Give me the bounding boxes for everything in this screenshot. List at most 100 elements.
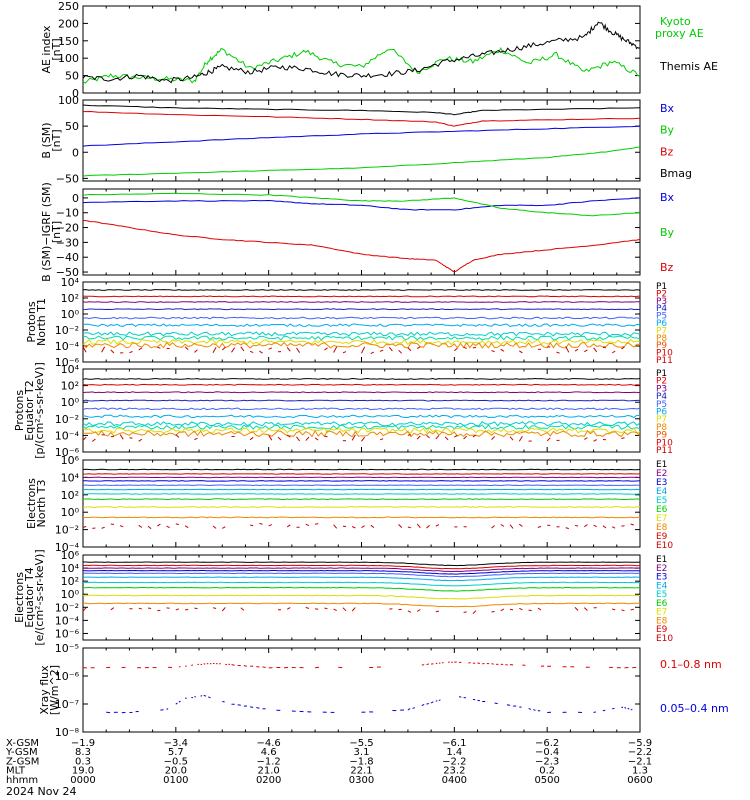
y-axis-label: [W/m^2]	[48, 665, 61, 715]
series-line-e9	[83, 505, 641, 508]
series-segment-0-1-0-8-nm	[243, 665, 248, 667]
series-segment-p11	[110, 349, 115, 354]
series-segment-p11	[621, 437, 625, 440]
legend-entry: P7	[656, 326, 667, 336]
y-tick-label: 10⁴	[61, 562, 80, 575]
y-tick-label: 10⁻²	[55, 524, 79, 537]
y-tick-label: 10⁻⁶	[55, 627, 80, 640]
series-segment-0-05-0-4-nm	[178, 700, 181, 703]
y-tick-label: 10⁶	[61, 549, 80, 562]
series-segment-e11	[472, 610, 477, 615]
series-line-e8	[83, 586, 641, 592]
series-segment-0-05-0-4-nm	[506, 704, 511, 706]
series-segment-e11	[407, 526, 412, 529]
series-segment-p11	[574, 348, 579, 352]
series-segment-p11	[194, 349, 198, 353]
series-segment-p11	[119, 434, 124, 440]
y-tick-label: 10⁰	[61, 308, 80, 321]
series-segment-e11	[351, 526, 356, 529]
series-segment-e11	[500, 524, 505, 527]
legend-entry: E5	[656, 590, 667, 600]
series-segment-p11	[463, 346, 467, 349]
y-tick-label: 10²	[61, 380, 79, 393]
series-segment-p11	[518, 435, 523, 442]
panel-frame	[82, 459, 641, 548]
row-value: −0.4	[535, 747, 559, 758]
legend-entry: 0.05–0.4 nm	[660, 702, 729, 715]
series-segment-0-05-0-4-nm	[533, 709, 536, 711]
legend-entry: E10	[656, 541, 673, 551]
series-segment-0-1-0-8-nm	[509, 664, 514, 666]
series-segment-p11	[491, 349, 495, 353]
series-line-e4	[82, 569, 641, 575]
series-segment-0-05-0-4-nm	[250, 706, 254, 708]
series-segment-e11	[333, 524, 338, 529]
series-segment-p11	[342, 351, 347, 354]
series-segment-e11	[259, 523, 263, 525]
series-segment-e11	[138, 524, 143, 528]
series-line-p3	[82, 301, 641, 303]
legend-entry: E10	[656, 634, 673, 644]
series-segment-p11	[333, 346, 338, 353]
y-axis-label: [nT]	[50, 129, 63, 151]
series-line-p4	[82, 399, 640, 402]
series-segment-0-05-0-4-nm	[624, 706, 627, 709]
series-segment-0-05-0-4-nm	[602, 709, 606, 712]
row-value: 0500	[534, 775, 559, 786]
series-segment-e11	[147, 525, 152, 530]
y-axis-label: Electrons	[25, 478, 38, 529]
series-segment-e11	[612, 608, 616, 611]
legend-entry: P9	[656, 341, 667, 351]
series-line-p5	[82, 407, 641, 411]
row-label: X-GSM	[6, 738, 39, 749]
legend-entry: Bmag	[660, 167, 692, 180]
series-segment-e11	[184, 525, 189, 529]
series-segment-e11	[500, 608, 505, 612]
row-value: 4.6	[261, 747, 277, 758]
row-value: −5.5	[349, 738, 373, 749]
series-line-p8	[82, 335, 641, 341]
series-segment-p11	[268, 435, 273, 441]
panel-frame	[82, 188, 641, 276]
legend-entry: E6	[656, 505, 668, 515]
series-segment-e11	[574, 607, 579, 611]
y-tick-label: 10⁻⁶	[55, 446, 80, 459]
legend-entry: P2	[656, 289, 667, 299]
series-segment-p11	[565, 346, 570, 353]
series-segment-p11	[584, 437, 588, 440]
series-segment-p11	[305, 436, 310, 441]
series-segment-0-05-0-4-nm	[175, 702, 178, 705]
series-line-e3	[82, 567, 641, 573]
series-line-e1	[83, 561, 641, 567]
y-tick-label: 0	[72, 87, 79, 100]
series-segment-0-05-0-4-nm	[435, 700, 438, 702]
series-segment-e11	[166, 525, 170, 529]
series-segment-p11	[129, 351, 133, 354]
series-segment-p11	[212, 347, 217, 353]
series-segment-p11	[491, 436, 495, 441]
y-axis-label: [e/(cm²-s-sr-keV)]	[33, 549, 46, 645]
row-value: −1.9	[71, 738, 95, 749]
series-segment-e11	[583, 607, 588, 611]
series-segment-e11	[463, 611, 467, 613]
series-line-e9	[82, 594, 640, 600]
series-segment-0-05-0-4-nm	[106, 711, 111, 714]
series-line-e8	[82, 498, 641, 501]
series-segment-e11	[324, 607, 328, 610]
series-line-p8	[82, 424, 641, 430]
legend-entry: P4	[656, 392, 667, 402]
y-tick-label: 10⁶	[61, 454, 80, 467]
series-segment-0-1-0-8-nm	[231, 664, 235, 666]
y-tick-label: −40	[56, 251, 79, 264]
series-line-p3	[82, 391, 641, 394]
series-segment-0-1-0-8-nm	[477, 662, 481, 664]
series-line-e4	[82, 480, 641, 482]
series-segment-p11	[416, 346, 421, 350]
y-axis-label: Equator T2	[23, 380, 36, 440]
legend-entry: E8	[656, 616, 668, 626]
series-segment-0-05-0-4-nm	[412, 707, 416, 709]
series-segment-e11	[630, 608, 634, 611]
series-segment-0-05-0-4-nm	[237, 704, 241, 706]
series-line-p7	[82, 331, 641, 337]
series-segment-e11	[305, 523, 310, 527]
